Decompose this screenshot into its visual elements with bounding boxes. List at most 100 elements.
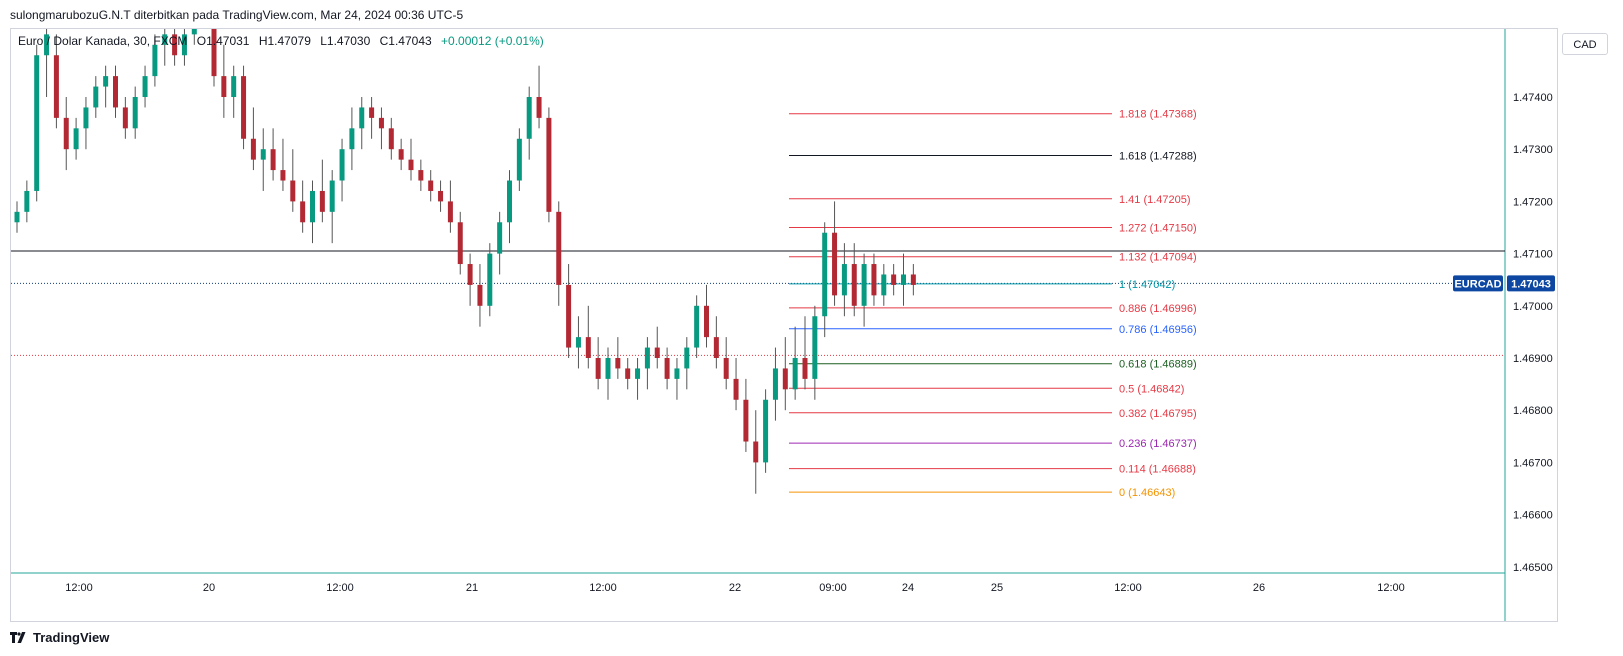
- fib-level-label: 0.236 (1.46737): [1119, 438, 1197, 450]
- candle-body: [516, 138, 522, 181]
- candle-body: [447, 201, 453, 223]
- candle-body: [674, 368, 680, 379]
- candle-body: [191, 29, 197, 35]
- candle-body: [349, 128, 355, 150]
- candle-body: [438, 190, 444, 202]
- last-price-tag: 1.47043: [1511, 278, 1551, 290]
- candle-body: [753, 441, 759, 463]
- candle-body: [566, 284, 572, 348]
- candle-body: [832, 232, 838, 296]
- candle-body: [181, 34, 187, 56]
- candle-body: [595, 358, 601, 379]
- candle-body: [270, 149, 276, 171]
- candle-body: [704, 305, 709, 338]
- footer-brand-text: TradingView: [33, 630, 110, 645]
- candle-body: [841, 264, 847, 296]
- y-tick-label: 1.46600: [1513, 510, 1553, 522]
- candle-body: [526, 97, 532, 139]
- price-chart[interactable]: 1.47400 1.47300 1.47200 1.47100 1.47000 1.469…: [11, 29, 1557, 621]
- candle-body: [103, 76, 109, 87]
- fib-level-label: 0.5 (1.46842): [1119, 383, 1184, 395]
- x-tick-label: 24: [902, 582, 914, 594]
- candle-body: [34, 55, 40, 191]
- candle-body: [428, 180, 434, 191]
- candle-body: [408, 159, 414, 171]
- candle-body: [812, 316, 818, 379]
- candle-body: [782, 368, 788, 390]
- candle-body: [694, 305, 700, 348]
- candle-body: [398, 149, 404, 160]
- candle-body: [172, 34, 178, 56]
- candle-body: [250, 138, 256, 160]
- symbol-tag-bg: [1453, 275, 1503, 292]
- candle-body: [290, 180, 296, 202]
- candle-body: [142, 76, 148, 97]
- candle-body: [635, 368, 641, 379]
- candle-body: [575, 337, 581, 348]
- x-tick-label: 12:00: [326, 582, 354, 594]
- x-tick-label: 12:00: [589, 582, 617, 594]
- candle-body: [359, 107, 365, 129]
- candle-body: [556, 211, 562, 285]
- candle-body: [457, 222, 463, 265]
- candle-body: [763, 399, 769, 463]
- legend-open: O1.47031: [196, 34, 250, 48]
- candle-body: [44, 34, 50, 56]
- candle-body: [211, 29, 217, 77]
- candle-body: [241, 76, 247, 139]
- candle-body: [891, 274, 897, 285]
- fib-level-label: 1.818 (1.47368): [1119, 109, 1197, 121]
- y-tick-label: 1.46500: [1513, 562, 1553, 574]
- x-tick-label: 20: [203, 582, 215, 594]
- fib-level-label: 1.618 (1.47288): [1119, 150, 1197, 162]
- symbol-tag: EURCAD: [1454, 278, 1501, 290]
- fib-level-label: 0.886 (1.46996): [1119, 303, 1197, 315]
- candle-body: [93, 86, 99, 108]
- candle-body: [684, 347, 690, 369]
- y-tick-label: 1.46800: [1513, 405, 1553, 417]
- tradingview-brand[interactable]: TradingView: [10, 630, 109, 645]
- fib-level-label: 0.382 (1.46795): [1119, 408, 1197, 420]
- candle-body: [53, 55, 59, 118]
- fib-level-label: 0 (1.46643): [1119, 487, 1175, 499]
- candle-body: [113, 76, 118, 108]
- candle-body: [507, 180, 512, 223]
- candle-body: [339, 149, 345, 181]
- candle-body: [713, 337, 719, 358]
- x-tick-label: 25: [991, 582, 1003, 594]
- candle-body: [132, 97, 138, 129]
- candle-body: [162, 34, 168, 45]
- candle-body: [369, 107, 375, 118]
- y-tick-label: 1.47200: [1513, 196, 1553, 208]
- symbol-legend: Euro / Dolar Kanada, 30, FXCM O1.47031 H…: [18, 34, 544, 48]
- candle-body: [625, 368, 631, 379]
- candle-body: [63, 117, 69, 150]
- x-tick-label: 12:00: [65, 582, 93, 594]
- chart-frame[interactable]: 1.47400 1.47300 1.47200 1.47100 1.47000 1.469…: [10, 28, 1558, 622]
- fib-level-label: 0.114 (1.46688): [1119, 464, 1196, 476]
- fib-level-label: 1 (1.47042): [1119, 279, 1175, 291]
- y-tick-label: 1.46700: [1513, 457, 1553, 469]
- publisher-line: sulongmarubozuG.N.T diterbitkan pada Tra…: [10, 8, 464, 22]
- candle-body: [310, 190, 315, 223]
- candle-body: [733, 378, 739, 400]
- currency-selector[interactable]: CAD: [1562, 33, 1608, 55]
- y-tick-label: 1.47100: [1513, 249, 1553, 261]
- candle-body: [851, 264, 857, 306]
- fib-level-label: 1.272 (1.47150): [1119, 223, 1197, 235]
- legend-change: +0.00012 (+0.01%): [441, 34, 544, 48]
- candle-body: [221, 76, 227, 97]
- candle-body: [467, 264, 473, 285]
- candle-body: [822, 232, 828, 317]
- y-tick-label: 1.47000: [1513, 301, 1553, 313]
- candle-body: [861, 264, 867, 306]
- candle-body: [605, 358, 611, 379]
- candle-body: [319, 190, 325, 212]
- x-tick-label: 12:00: [1377, 582, 1405, 594]
- candle-body: [743, 399, 749, 442]
- candle-body: [152, 44, 158, 77]
- candle-body: [378, 117, 384, 129]
- candle-body: [871, 264, 877, 296]
- candle-body: [772, 368, 778, 400]
- candle-body: [477, 284, 483, 306]
